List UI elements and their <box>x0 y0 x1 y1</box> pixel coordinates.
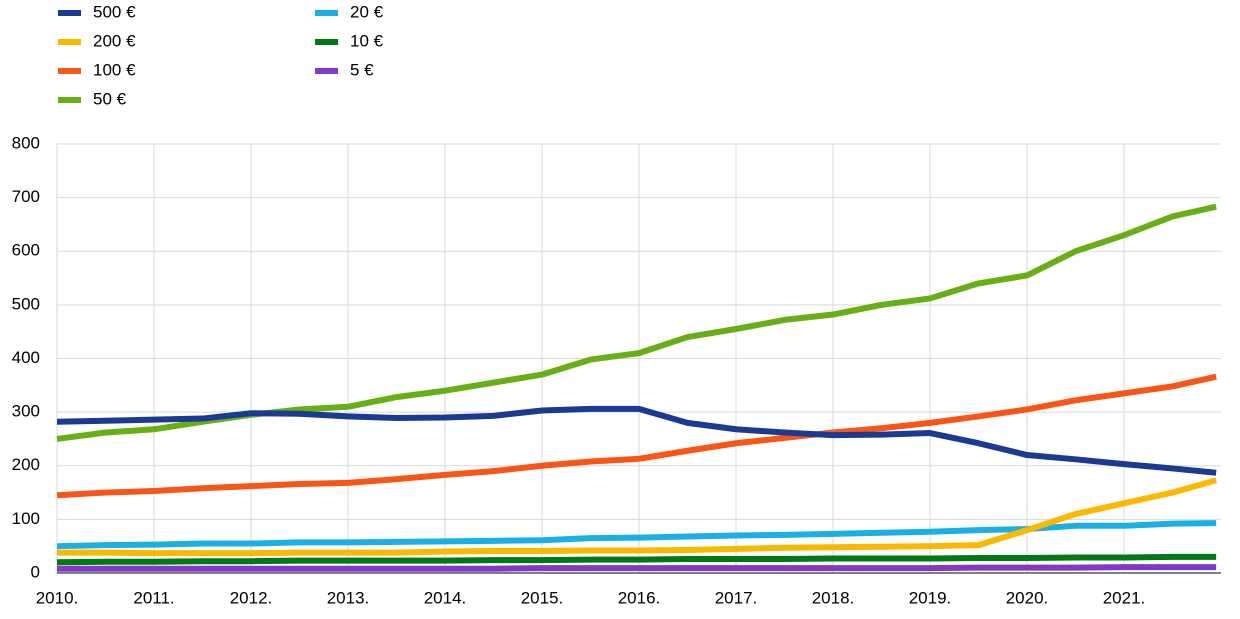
y-tick-label: 0 <box>31 562 40 581</box>
x-tick-label: 2012. <box>230 588 273 607</box>
y-tick-label: 200 <box>12 455 40 474</box>
legend-label: 100 € <box>93 60 136 79</box>
x-tick-label: 2020. <box>1006 588 1049 607</box>
legend-label: 50 € <box>93 89 127 108</box>
x-tick-label: 2016. <box>618 588 661 607</box>
series-line <box>56 405 1217 476</box>
legend-label: 20 € <box>350 2 384 21</box>
x-tick-label: 2021. <box>1103 588 1146 607</box>
legend-label: 500 € <box>93 2 136 21</box>
y-tick-label: 500 <box>12 294 40 313</box>
series-line <box>57 477 1217 557</box>
x-tick-label: 2011. <box>133 588 174 607</box>
series-line <box>57 564 1217 572</box>
y-tick-label: 700 <box>12 187 40 206</box>
x-tick-label: 2013. <box>327 588 370 607</box>
y-tick-label: 300 <box>12 402 40 421</box>
y-tick-label: 100 <box>12 509 40 528</box>
x-tick-label: 2015. <box>521 588 564 607</box>
x-tick-label: 2014. <box>424 588 467 607</box>
x-tick-label: 2019. <box>909 588 952 607</box>
x-tick-label: 2017. <box>715 588 758 607</box>
legend-label: 10 € <box>350 31 384 50</box>
x-tick-label: 2010. <box>36 588 79 607</box>
y-tick-label: 600 <box>12 241 40 260</box>
y-tick-label: 400 <box>12 348 40 367</box>
legend-label: 200 € <box>93 31 136 50</box>
x-tick-label: 2018. <box>812 588 855 607</box>
series-line <box>56 553 1217 566</box>
legend-label: 5 € <box>350 60 374 79</box>
series-line <box>56 373 1217 499</box>
y-tick-label: 800 <box>12 133 40 152</box>
